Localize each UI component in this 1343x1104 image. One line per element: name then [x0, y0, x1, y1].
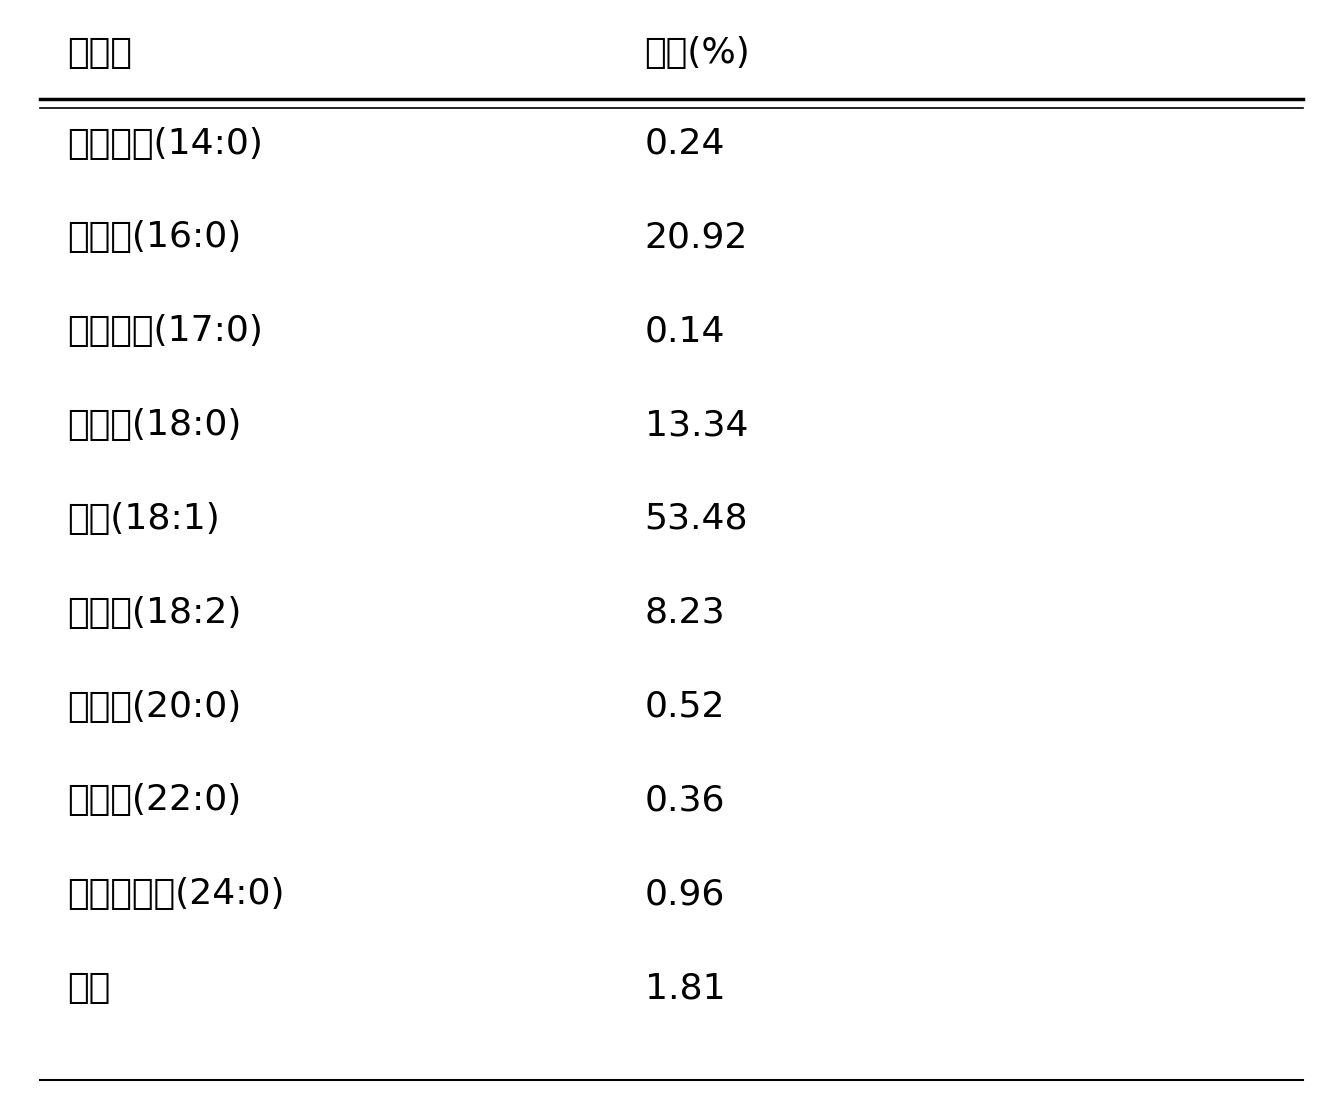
- Text: 20.92: 20.92: [645, 221, 748, 254]
- Text: 53.48: 53.48: [645, 502, 748, 535]
- Text: 硬脂酸(18:0): 硬脂酸(18:0): [67, 408, 242, 442]
- Text: 8.23: 8.23: [645, 596, 725, 629]
- Text: 13.34: 13.34: [645, 408, 748, 442]
- Text: 0.24: 0.24: [645, 127, 725, 160]
- Text: 亚油酸(18:2): 亚油酸(18:2): [67, 596, 242, 629]
- Text: 其它: 其它: [67, 972, 110, 1005]
- Text: 山嵛酸(22:0): 山嵛酸(22:0): [67, 784, 242, 817]
- Text: 十七碳酸(17:0): 十七碳酸(17:0): [67, 315, 263, 348]
- Text: 花生酸(20:0): 花生酸(20:0): [67, 690, 242, 723]
- Text: 0.96: 0.96: [645, 878, 725, 911]
- Text: 1.81: 1.81: [645, 972, 725, 1005]
- Text: 二十四碳酸(24:0): 二十四碳酸(24:0): [67, 878, 285, 911]
- Text: 含量(%): 含量(%): [645, 36, 751, 70]
- Text: 脂肪酸: 脂肪酸: [67, 36, 132, 70]
- Text: 油酸(18:1): 油酸(18:1): [67, 502, 220, 535]
- Text: 0.36: 0.36: [645, 784, 725, 817]
- Text: 0.14: 0.14: [645, 315, 725, 348]
- Text: 0.52: 0.52: [645, 690, 725, 723]
- Text: 十四碳酸(14:0): 十四碳酸(14:0): [67, 127, 263, 160]
- Text: 棕榈酸(16:0): 棕榈酸(16:0): [67, 221, 242, 254]
